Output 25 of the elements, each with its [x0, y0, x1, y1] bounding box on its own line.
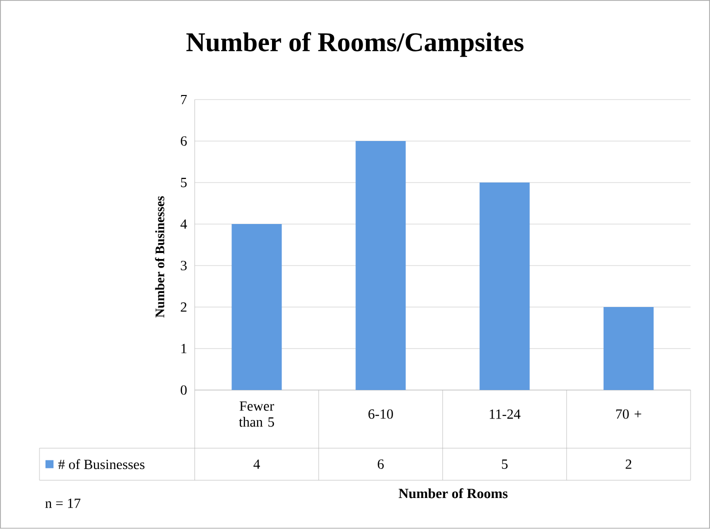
- text: n = 17: [45, 498, 80, 508]
- bar: [604, 307, 654, 390]
- y-axis-title: Number of Businesses: [155, 196, 164, 318]
- x-tick-label: 11-24: [490, 410, 520, 419]
- y-tick-label: 5: [181, 178, 187, 188]
- y-tick-label: 1: [181, 344, 186, 354]
- data-label: 4: [253, 460, 260, 469]
- bar: [232, 224, 282, 390]
- x-tick-label: 70 +: [616, 410, 642, 419]
- y-tick-label: 4: [180, 220, 187, 229]
- x-axis-title: Number of Rooms: [398, 488, 508, 498]
- y-tick-label: 3: [180, 261, 187, 270]
- y-tick-label: 6: [180, 136, 187, 146]
- data-label: 6: [378, 460, 384, 470]
- x-tick-label: 6-10: [368, 410, 393, 419]
- bar: [356, 141, 406, 390]
- bar: [480, 182, 530, 390]
- y-tick-label: 0: [180, 385, 187, 395]
- legend-label: # of Businesses: [58, 459, 144, 470]
- data-label: 2: [626, 460, 632, 469]
- y-tick-label: 2: [180, 302, 186, 312]
- chart-title: Number of Rooms/Campsites: [186, 32, 524, 57]
- y-tick-label: 7: [181, 95, 187, 104]
- x-tick-label: Fewer than 5: [239, 402, 274, 427]
- data-label: 5: [502, 460, 508, 469]
